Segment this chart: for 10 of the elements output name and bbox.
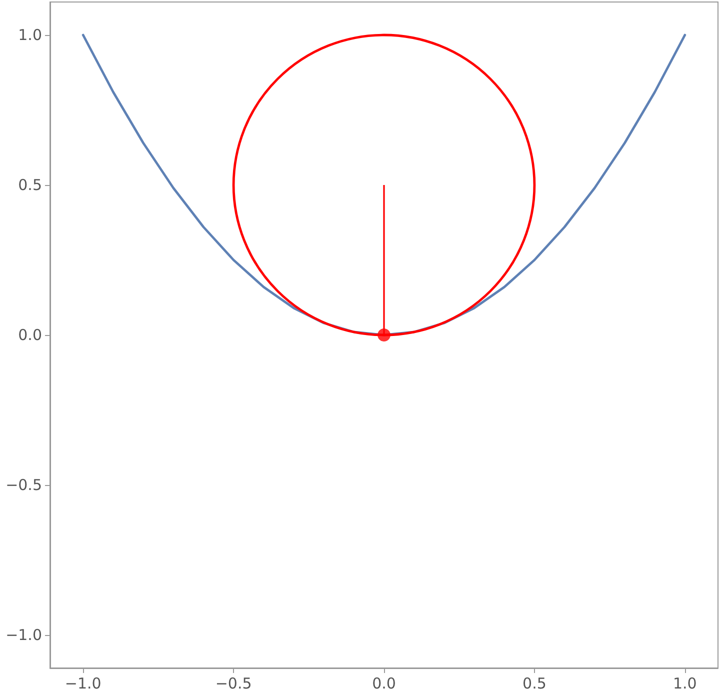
y-tick-label: −1.0 bbox=[6, 626, 42, 644]
x-tick-label: 0.5 bbox=[522, 674, 546, 692]
x-tick-label: 1.0 bbox=[672, 674, 697, 692]
y-tick-label: 1.0 bbox=[18, 26, 42, 44]
y-tick-label: 0.0 bbox=[18, 326, 42, 344]
x-tick-label: 0.0 bbox=[372, 674, 396, 692]
x-tick-label: −1.0 bbox=[64, 674, 102, 692]
x-tick-label: −0.5 bbox=[215, 674, 252, 692]
y-tick-label: 0.5 bbox=[18, 176, 42, 194]
y-tick-label: −0.5 bbox=[6, 476, 42, 494]
